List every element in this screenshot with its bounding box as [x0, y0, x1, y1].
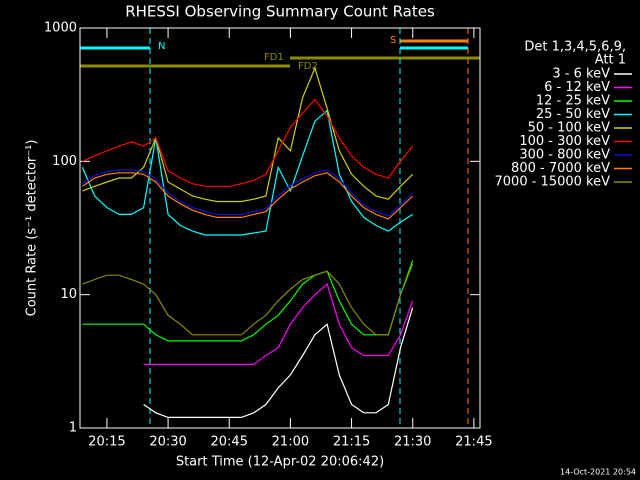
plot-frame	[79, 27, 481, 429]
series-line	[82, 66, 414, 203]
legend-label: 100 - 300 keV	[519, 134, 610, 149]
x-tick-label: 20:15	[88, 435, 125, 450]
y-tick-label: 100	[52, 154, 77, 169]
annotation: FD1	[264, 52, 284, 63]
annotation: N	[158, 41, 165, 52]
legend-label: 12 - 25 keV	[536, 94, 610, 109]
state-bars	[80, 28, 480, 428]
x-tick-label: 21:15	[333, 435, 370, 450]
legend-title: Att 1	[595, 53, 626, 68]
y-tick-label: 10	[60, 287, 77, 302]
series-line	[143, 307, 414, 418]
y-tick-label: 1000	[44, 21, 77, 36]
legend-label: 25 - 50 keV	[536, 107, 610, 122]
x-tick-label: 21:00	[272, 435, 309, 450]
series-line	[82, 98, 414, 187]
series-line	[82, 263, 414, 336]
y-tick-label: 1	[69, 421, 77, 436]
annotation: FD2	[298, 61, 318, 72]
series-line	[82, 169, 414, 217]
legend-title: Det 1,3,4,5,6,9,	[524, 40, 626, 55]
footer-date: 14-Oct-2021 20:54	[560, 468, 636, 477]
series-line	[81, 109, 414, 236]
x-axis-label: Start Time (12-Apr-02 20:06:42)	[176, 455, 384, 470]
x-tick-label: 20:45	[211, 435, 248, 450]
legend-label: 300 - 800 keV	[519, 148, 610, 163]
chart-title: RHESSI Observing Summary Count Rates	[125, 3, 435, 21]
y-axis-label: Count Rate (s⁻¹ detector⁻¹)	[25, 140, 40, 317]
x-tick-label: 21:45	[455, 435, 492, 450]
series-line	[82, 260, 414, 342]
x-tick-label: 21:30	[394, 435, 431, 450]
x-tick-label: 20:30	[149, 435, 186, 450]
legend-label: 7000 - 15000 keV	[495, 175, 611, 190]
series-line	[143, 283, 414, 365]
legend-label: 6 - 12 keV	[544, 80, 610, 95]
legend-label: 800 - 7000 keV	[511, 161, 610, 176]
legend-label: 3 - 6 keV	[552, 67, 610, 82]
annotation: S	[390, 35, 396, 46]
series-line	[82, 172, 414, 220]
legend-label: 50 - 100 keV	[528, 121, 611, 136]
